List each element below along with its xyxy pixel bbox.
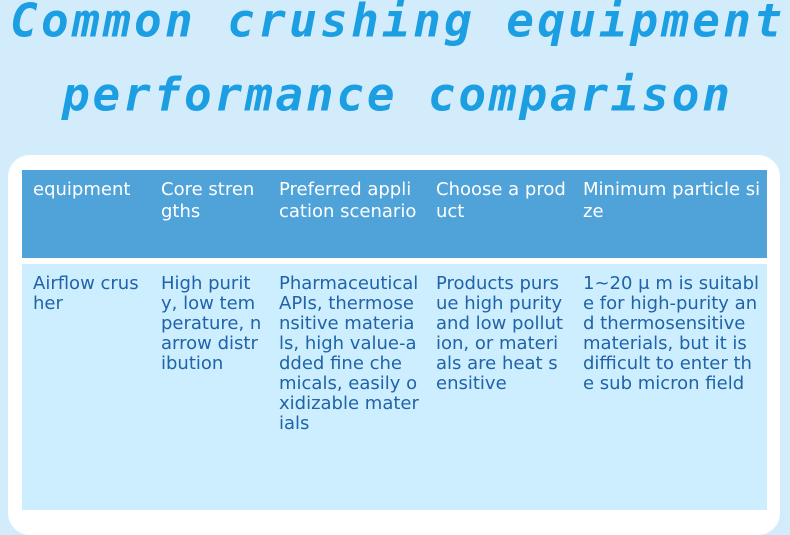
table: equipment Core strengths Preferred applica… (22, 170, 767, 510)
page: Common crushing equipment performance co… (8, 0, 782, 535)
title-line: Common crushing equipment (10, 0, 782, 48)
table-cell: 1~20 μ m is suitable for high-purity and… (583, 273, 759, 394)
table-body: Airflow crusher High purity, low temperat… (22, 264, 767, 510)
table-cell: High purity, low temperature, narrow dis… (161, 273, 262, 374)
title-line: performance comparison (61, 68, 730, 122)
table-cell: Products pursue high purity and low poll… (436, 273, 563, 394)
column-header: Preferred application scenario (279, 179, 417, 222)
column-header: Minimum particle size (583, 179, 761, 222)
table-row: Airflow crusher High purity, low temperat… (22, 264, 767, 510)
table-cell: Airflow crusher (33, 273, 139, 314)
title-area: Common crushing equipment performance co… (10, 0, 782, 122)
header-row: equipment Core strengths Preferred applica… (22, 170, 767, 258)
column-header: Choose a product (436, 179, 566, 222)
table-cell: Pharmaceutical APIs, thermosensitive mat… (279, 273, 419, 434)
column-header: Core strengths (161, 179, 255, 222)
column-header: equipment (33, 179, 131, 200)
